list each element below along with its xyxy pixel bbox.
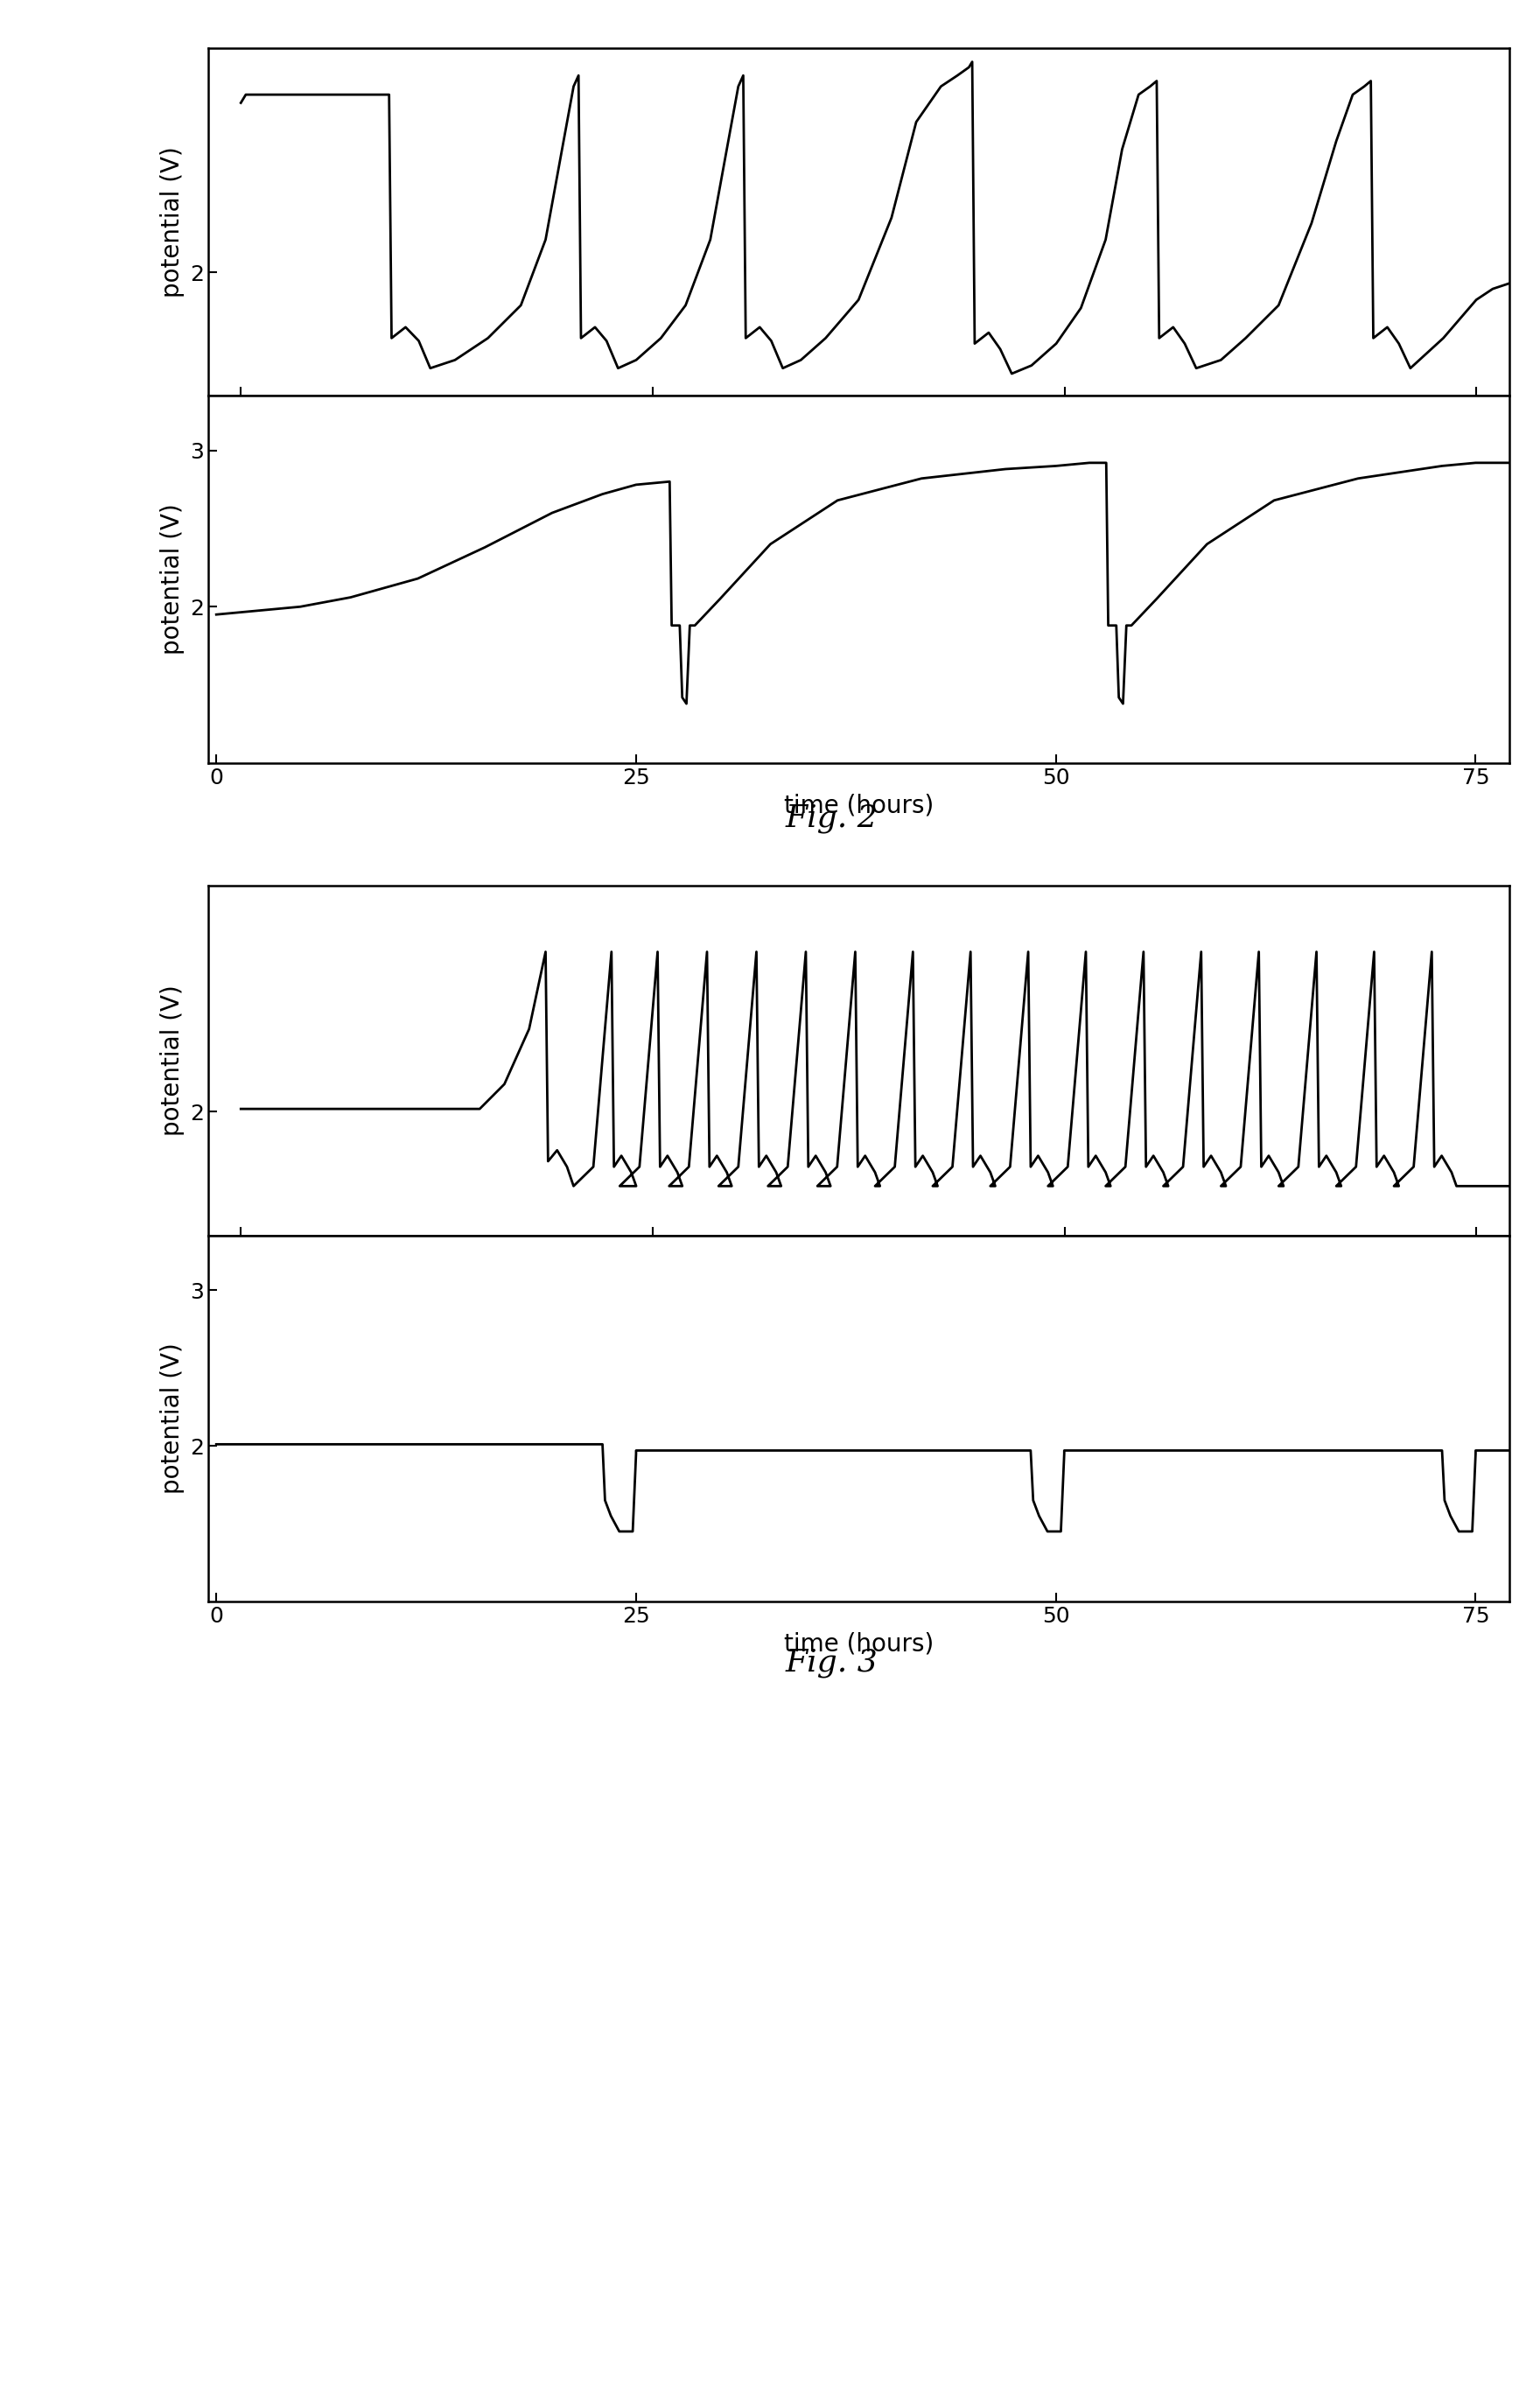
Text: Fig. 3: Fig. 3 <box>785 1647 878 1678</box>
Y-axis label: potential (V): potential (V) <box>160 505 185 654</box>
Y-axis label: potential (V): potential (V) <box>160 147 185 298</box>
Y-axis label: potential (V): potential (V) <box>160 986 185 1137</box>
X-axis label: time (hours): time (hours) <box>784 1632 933 1656</box>
Y-axis label: potential (V): potential (V) <box>160 1344 185 1495</box>
Text: Fig. 2: Fig. 2 <box>785 803 878 834</box>
X-axis label: time (hours): time (hours) <box>784 793 933 817</box>
